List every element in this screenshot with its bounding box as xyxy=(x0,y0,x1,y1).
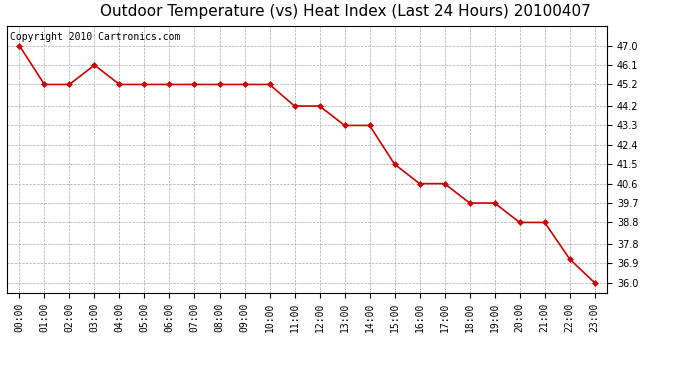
Text: Copyright 2010 Cartronics.com: Copyright 2010 Cartronics.com xyxy=(10,32,180,42)
Text: Outdoor Temperature (vs) Heat Index (Last 24 Hours) 20100407: Outdoor Temperature (vs) Heat Index (Las… xyxy=(99,4,591,19)
